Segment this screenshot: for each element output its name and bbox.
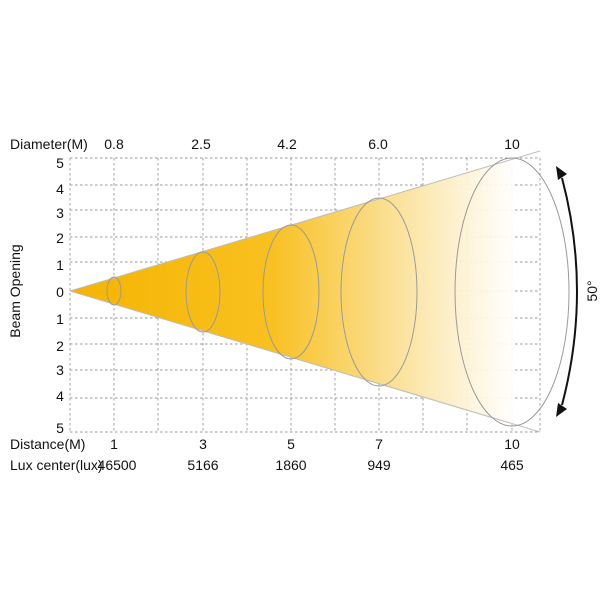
lux-value: 46500	[98, 457, 137, 473]
y-tick-label: 3	[56, 205, 64, 221]
distance-label: Distance(M)	[10, 436, 85, 452]
diameter-label: Diameter(M)	[10, 136, 88, 152]
y-tick-label: 5	[56, 420, 64, 436]
distance-value: 1	[110, 436, 118, 452]
diameter-value: 0.8	[104, 136, 124, 152]
cross-section-3m	[185, 251, 221, 333]
y-tick-label: 1	[56, 257, 64, 273]
y-tick-labels: 5 4 3 2 1 0 1 2 3 4 5	[56, 155, 64, 436]
lux-value: 949	[367, 457, 391, 473]
diameter-value: 10	[504, 136, 520, 152]
beam-lower-edge	[69, 290, 541, 433]
angle-label: 50°	[584, 280, 600, 301]
diameter-value: 6.0	[368, 136, 388, 152]
lux-value: 5166	[187, 457, 218, 473]
distance-value: 7	[375, 436, 383, 452]
cross-section-1m	[106, 276, 122, 306]
arrow-up-icon	[556, 166, 567, 180]
beam-fill	[70, 158, 514, 425]
distance-value: 3	[199, 436, 207, 452]
y-tick-label: 2	[56, 338, 64, 354]
lux-value: 1860	[275, 457, 306, 473]
y-tick-label: 5	[56, 155, 64, 171]
distance-value: 5	[287, 436, 295, 452]
beam-cross-sections	[106, 157, 570, 427]
beam-upper-edge	[69, 150, 541, 292]
cross-section-7m	[340, 197, 418, 387]
cross-section-5m	[262, 224, 320, 360]
y-tick-label: 4	[56, 388, 64, 404]
diameter-value: 4.2	[277, 136, 297, 152]
cross-section-10m	[454, 157, 570, 427]
y-tick-label: 3	[56, 362, 64, 378]
angle-arc	[561, 177, 578, 406]
lux-label: Lux center(lux)	[10, 457, 103, 473]
y-tick-label: 0	[56, 284, 64, 300]
diameter-value: 2.5	[191, 136, 211, 152]
distance-value: 10	[504, 436, 520, 452]
lux-value: 465	[500, 457, 524, 473]
arrow-down-icon	[556, 403, 567, 417]
beam-angle-indicator: 50°	[556, 166, 600, 417]
y-tick-label: 4	[56, 181, 64, 197]
beam-cone	[69, 150, 541, 433]
beam-opening-label: Beam Opening	[7, 244, 23, 337]
y-tick-label: 1	[56, 311, 64, 327]
y-tick-label: 2	[56, 230, 64, 246]
